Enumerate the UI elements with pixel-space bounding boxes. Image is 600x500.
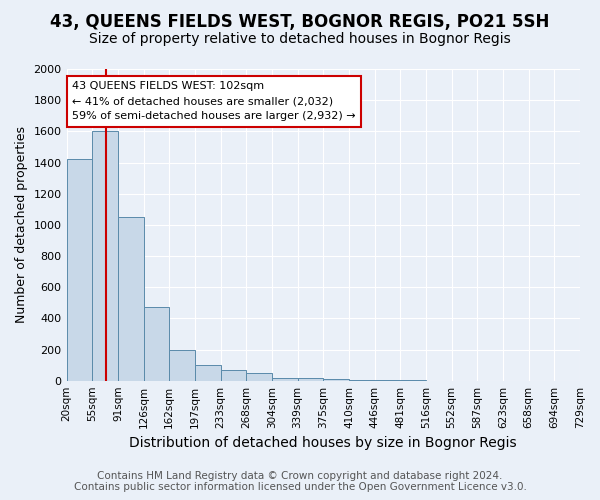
Bar <box>118 217 143 380</box>
Text: Contains HM Land Registry data © Crown copyright and database right 2024.
Contai: Contains HM Land Registry data © Crown c… <box>74 471 526 492</box>
Bar <box>169 350 195 380</box>
Bar <box>67 160 92 380</box>
Bar <box>323 379 349 380</box>
X-axis label: Distribution of detached houses by size in Bognor Regis: Distribution of detached houses by size … <box>130 436 517 450</box>
Text: 43 QUEENS FIELDS WEST: 102sqm
← 41% of detached houses are smaller (2,032)
59% o: 43 QUEENS FIELDS WEST: 102sqm ← 41% of d… <box>72 82 356 121</box>
Text: 43, QUEENS FIELDS WEST, BOGNOR REGIS, PO21 5SH: 43, QUEENS FIELDS WEST, BOGNOR REGIS, PO… <box>50 12 550 30</box>
Bar <box>143 308 169 380</box>
Bar <box>298 378 323 380</box>
Bar <box>221 370 246 380</box>
Bar <box>272 378 298 380</box>
Text: Size of property relative to detached houses in Bognor Regis: Size of property relative to detached ho… <box>89 32 511 46</box>
Y-axis label: Number of detached properties: Number of detached properties <box>15 126 28 324</box>
Bar <box>92 132 118 380</box>
Bar <box>246 373 272 380</box>
Bar <box>195 365 221 380</box>
